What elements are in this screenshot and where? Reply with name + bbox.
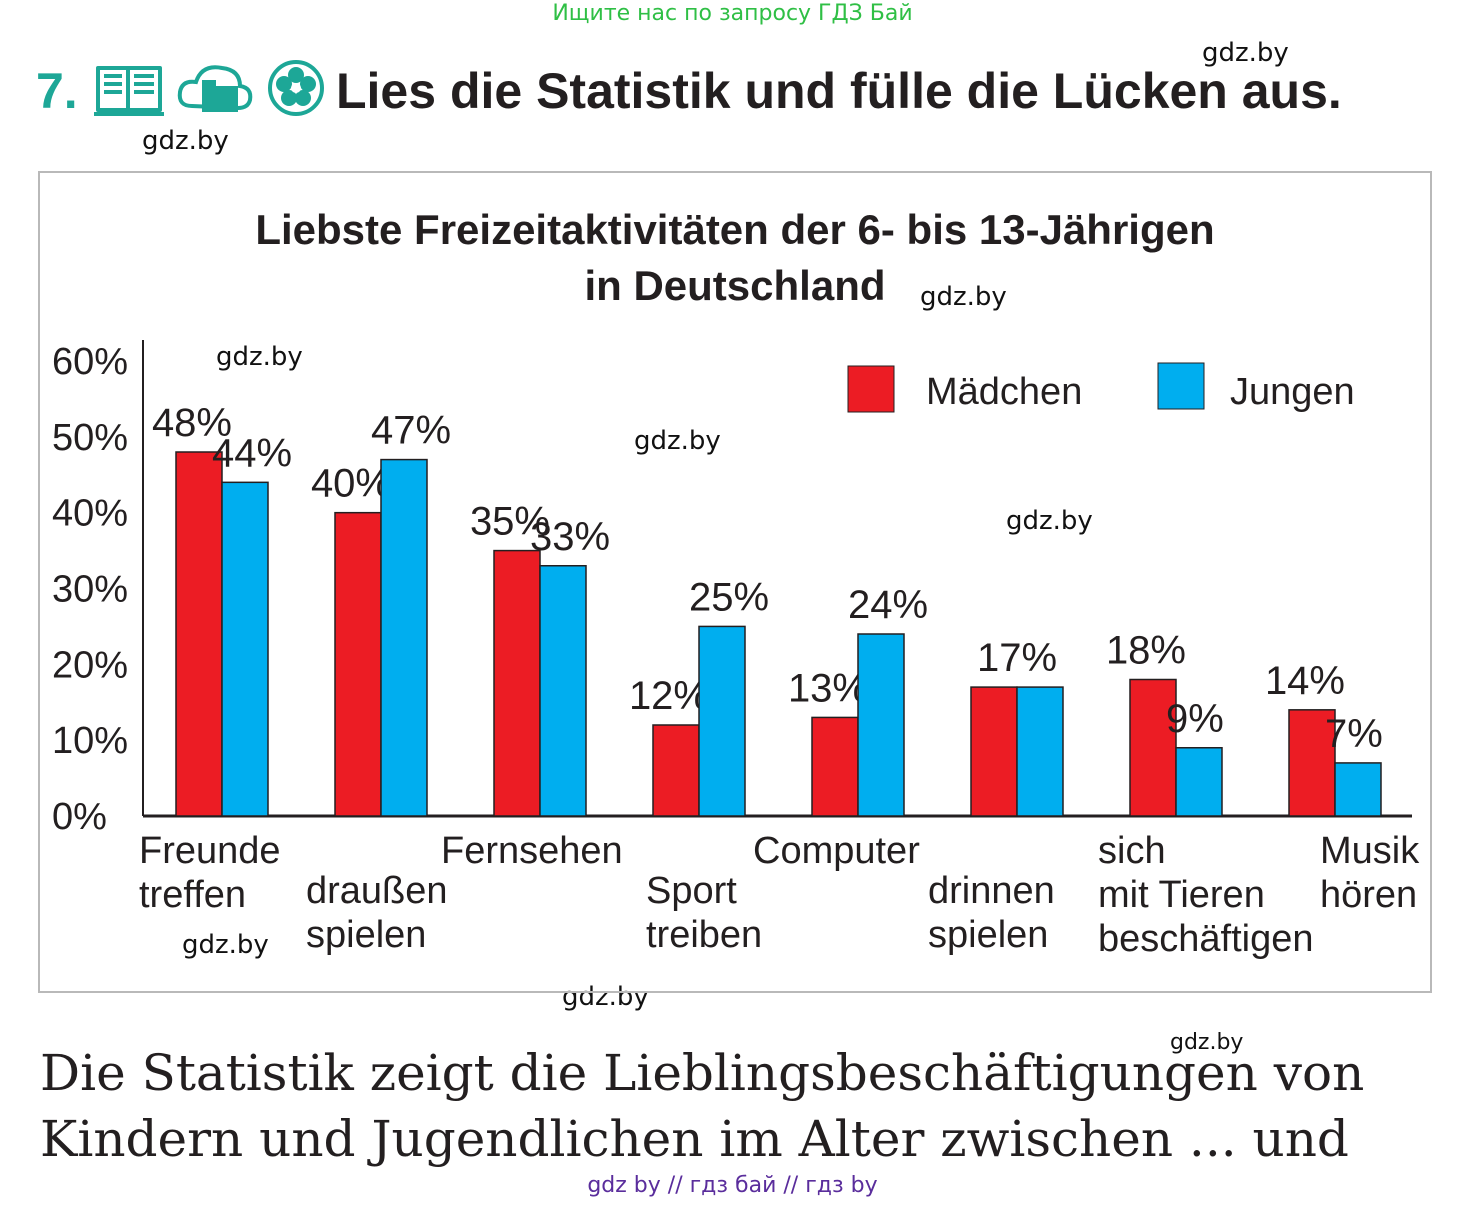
x-tick-label: Sport (646, 870, 737, 912)
x-tick-label: drinnen (928, 870, 1055, 912)
y-tick-label: 50% (52, 417, 128, 459)
x-tick-label: draußen (306, 870, 448, 912)
chart-frame (38, 171, 1432, 993)
chart-title: Liebste Freizeitaktivitäten der 6- bis 1… (255, 206, 1215, 253)
x-tick-label: sich (1098, 830, 1166, 872)
bar-maedchen (1288, 709, 1336, 817)
exercise-icons (92, 58, 332, 123)
bar-maedchen (652, 724, 700, 817)
x-tick-label: spielen (306, 914, 426, 956)
y-tick-label: 60% (52, 341, 128, 383)
watermark: gdz.by (1202, 38, 1289, 68)
bar-jungen (857, 633, 905, 817)
data-label: 35% (470, 500, 550, 544)
x-tick-label: mit Tieren (1098, 874, 1265, 916)
bar-jungen (221, 481, 269, 817)
y-tick-label: 40% (52, 493, 128, 535)
data-label: 13% (788, 666, 868, 710)
legend-swatch-jungen (1157, 362, 1205, 410)
data-label: 33% (530, 515, 610, 559)
data-label: 12% (629, 674, 709, 718)
data-label: 47% (371, 409, 451, 453)
x-tick-label: beschäftigen (1098, 918, 1314, 960)
bar-maedchen (970, 686, 1018, 817)
exercise-number: 7. (36, 63, 78, 119)
footer-links: gdz by // гдз бай // гдз by (587, 1173, 878, 1198)
exercise-title: Lies die Statistik und fülle die Lücken … (336, 63, 1342, 119)
x-tick-label: treiben (646, 914, 762, 956)
watermark: gdz.by (1170, 1030, 1244, 1055)
text-line-2: Kindern und Jugendlichen im Alter zwisch… (40, 1110, 1349, 1168)
watermark: gdz.by (182, 930, 269, 960)
x-tick-label: Musik (1320, 830, 1420, 872)
flower-icon (268, 60, 324, 116)
bar-jungen (1334, 762, 1382, 817)
y-tick-label: 10% (52, 720, 128, 762)
y-tick-label: 20% (52, 644, 128, 686)
bar-maedchen (1129, 678, 1177, 817)
data-label: 7% (1325, 712, 1383, 756)
x-tick-label: Computer (753, 830, 920, 872)
watermark: gdz.by (1006, 506, 1093, 536)
watermark: gdz.by (562, 982, 649, 1012)
y-tick-label: 30% (52, 569, 128, 611)
bar-maedchen (334, 511, 382, 817)
watermark: gdz.by (634, 426, 721, 456)
bar-jungen (380, 458, 428, 817)
watermark: gdz.by (216, 342, 303, 372)
bar-jungen (1016, 686, 1064, 817)
legend-label-maedchen: Mädchen (926, 371, 1082, 413)
watermark: gdz.by (142, 126, 229, 156)
legend-label-jungen: Jungen (1230, 371, 1355, 413)
data-label: 24% (848, 583, 928, 627)
bar-jungen (1175, 747, 1223, 817)
data-label: 18% (1106, 629, 1186, 673)
search-banner: Ищите нас по запросу ГДЗ Бай (552, 1, 913, 26)
legend-swatch-maedchen (847, 365, 895, 413)
data-label: 40% (311, 462, 391, 506)
watermark: gdz.by (920, 282, 1007, 312)
data-label: 9% (1166, 697, 1224, 741)
x-tick-label: hören (1320, 874, 1417, 916)
bar-chart: 0% 10% 20% 30% 40% 50% 60% 48% 40% 35% 12% 13% 17% 18… (52, 340, 1420, 960)
bar-jungen (539, 565, 587, 817)
cloud-folder-icon (177, 65, 253, 112)
y-tick-label: 0% (52, 796, 107, 838)
bar-maedchen (493, 549, 541, 817)
book-icon (94, 66, 164, 116)
data-label: 14% (1265, 659, 1345, 703)
data-label: 44% (212, 431, 292, 475)
bar-jungen (698, 625, 746, 817)
chart-subtitle: in Deutschland (584, 262, 886, 309)
x-tick-label: Fernsehen (441, 830, 623, 872)
x-tick-label: treffen (139, 874, 246, 916)
text-line-1: Die Statistik zeigt die Lieblingsbeschäf… (40, 1044, 1365, 1102)
x-tick-label: spielen (928, 914, 1048, 956)
data-label: 17% (977, 636, 1057, 680)
bar-maedchen (175, 451, 223, 817)
x-tick-label: Freunde (139, 830, 281, 872)
data-label: 48% (152, 401, 232, 445)
data-label: 25% (689, 575, 769, 619)
bar-maedchen (811, 716, 859, 817)
